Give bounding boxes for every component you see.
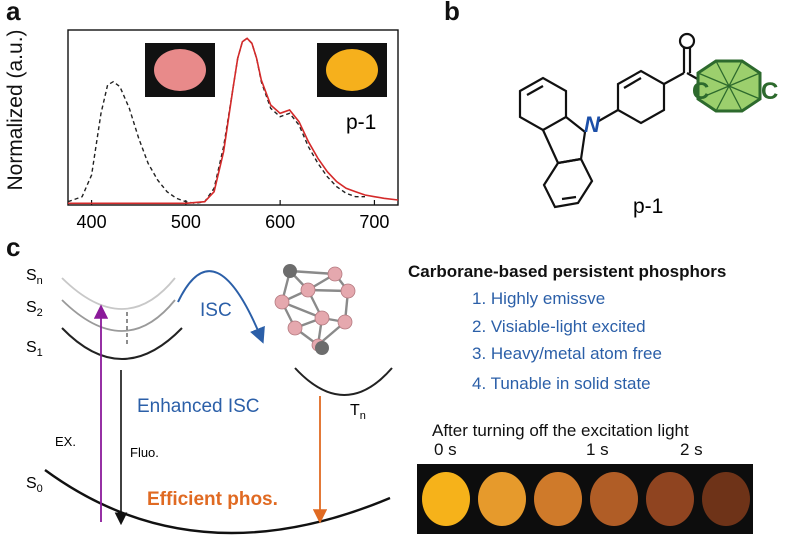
molecule-structure: N C C p-1 <box>518 32 778 218</box>
afterglow-frame-1 <box>478 472 526 526</box>
sn-curve <box>61 277 176 310</box>
sn-label: Sn <box>26 267 43 287</box>
carbon-right: C <box>761 78 778 105</box>
time-label-1: 1 s <box>586 440 609 459</box>
property-3: 3. Heavy/metal atom free <box>472 344 662 363</box>
panel-b-letter: b <box>444 0 460 26</box>
isc-label: ISC <box>200 300 232 321</box>
panel-a-letter: a <box>6 0 21 26</box>
x-tick-label-0: 400 <box>77 212 107 232</box>
energy-diagram: Sn S2 S1 S0 Tn ISC Enhanced ISC EX. Fluo… <box>26 264 393 535</box>
phosphor-title: Carborane-based persistent phosphors <box>408 262 727 281</box>
time-label-2: 2 s <box>680 440 703 459</box>
excitation-line <box>67 37 365 205</box>
carbazole-ring-bottom <box>542 157 594 209</box>
plot-frame <box>67 29 399 206</box>
s1-curve <box>61 327 183 360</box>
s2-curve <box>61 299 176 332</box>
property-1: 1. Highly emissve <box>472 289 606 308</box>
s0-label: S0 <box>26 475 43 495</box>
nitrogen-atom: N <box>584 112 601 137</box>
carborane-3d-model <box>274 264 356 355</box>
phos-label: Efficient phos. <box>147 489 278 510</box>
yellow-powder <box>326 49 378 91</box>
afterglow-frame-3 <box>590 472 638 526</box>
s1-label: S1 <box>26 339 43 359</box>
afterglow-strip <box>417 464 753 534</box>
property-2: 2. Visiable-light excited <box>472 317 646 336</box>
panel-c-letter: c <box>6 232 21 262</box>
afterglow-frame-4 <box>646 472 694 526</box>
carbazole-ring-left <box>518 76 568 132</box>
afterglow-frame-5 <box>702 472 750 526</box>
x-tick-label-1: 500 <box>171 212 201 232</box>
tn-label: Tn <box>350 402 366 422</box>
fluo-label: Fluo. <box>130 445 159 460</box>
carbonyl-oxygen <box>678 32 696 50</box>
isc-arrow <box>177 270 265 344</box>
afterglow-frames <box>422 472 750 526</box>
pink-powder <box>154 49 206 91</box>
ex-label: EX. <box>55 434 76 449</box>
afterglow-frame-2 <box>534 472 582 526</box>
property-4: 4. Tunable in solid state <box>472 374 651 393</box>
x-tick-label-2: 600 <box>265 212 295 232</box>
tn-curve <box>294 367 393 396</box>
s2-label: S2 <box>26 299 43 319</box>
emission-line <box>68 37 399 205</box>
sample-label: p-1 <box>346 111 376 134</box>
spectrum-chart: 400 500 600 700 p-1 <box>67 29 399 232</box>
x-tick-label-3: 700 <box>359 212 389 232</box>
afterglow-frame-0 <box>422 472 470 526</box>
s0-curve <box>44 469 391 535</box>
time-label-0: 0 s <box>434 440 457 459</box>
x-ticks: 400 500 600 700 <box>77 200 389 232</box>
enhanced-isc-label: Enhanced ISC <box>137 396 260 417</box>
carbon-left: C <box>692 78 709 105</box>
afterglow-title: After turning off the excitation light <box>432 421 689 440</box>
compound-label: p-1 <box>633 195 663 218</box>
